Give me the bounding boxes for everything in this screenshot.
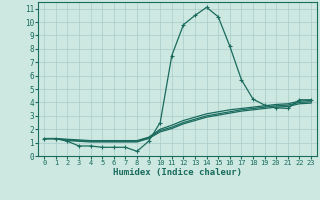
X-axis label: Humidex (Indice chaleur): Humidex (Indice chaleur): [113, 168, 242, 177]
